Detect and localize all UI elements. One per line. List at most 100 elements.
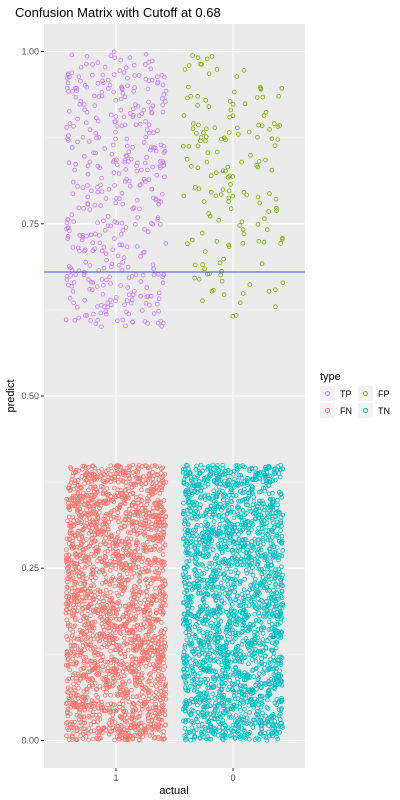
point-tn	[183, 717, 189, 723]
point-fn	[144, 580, 150, 586]
point-fn	[129, 574, 135, 580]
point-tn	[210, 585, 216, 590]
point-fn	[153, 557, 159, 562]
point-fn	[86, 737, 91, 743]
point-fn	[79, 637, 84, 643]
point-tn	[264, 532, 270, 537]
point-tn	[230, 550, 236, 555]
point-fn	[137, 737, 142, 742]
point-fn	[135, 715, 140, 720]
point-fn	[65, 579, 70, 585]
point-fn	[101, 498, 107, 504]
point-fn	[142, 530, 148, 536]
point-fn	[102, 472, 107, 478]
point-fn	[131, 656, 136, 661]
point-fn	[78, 667, 84, 672]
point-fn	[145, 687, 151, 693]
point-fn	[75, 509, 80, 515]
point-fn	[91, 539, 96, 545]
point-fn	[109, 578, 114, 584]
point-fn	[134, 604, 139, 610]
point-fn	[154, 565, 160, 571]
point-fn	[78, 649, 84, 654]
point-fn	[70, 672, 76, 678]
point-fn	[122, 640, 127, 645]
point-fn	[108, 463, 113, 469]
point-fn	[154, 725, 159, 730]
point-fn	[63, 601, 69, 607]
point-fn	[105, 665, 111, 670]
point-fn	[74, 678, 79, 684]
point-fn	[139, 682, 145, 688]
point-fn	[136, 462, 142, 468]
point-tn	[222, 571, 227, 576]
point-fn	[121, 665, 127, 671]
point-fn	[163, 513, 169, 519]
point-fn	[78, 652, 83, 658]
point-fn	[71, 681, 76, 687]
point-tn	[275, 596, 281, 602]
point-fn	[145, 514, 151, 520]
point-tn	[220, 488, 225, 494]
point-tn	[264, 705, 270, 710]
point-fn	[108, 708, 113, 714]
point-fn	[128, 536, 134, 542]
point-fn	[160, 568, 166, 573]
point-fn	[149, 717, 154, 723]
point-fn	[81, 672, 87, 677]
point-fn	[154, 505, 160, 510]
point-fn	[80, 574, 85, 580]
point-fn	[114, 463, 119, 469]
point-fn	[163, 722, 168, 727]
point-fn	[112, 635, 117, 641]
point-fn	[156, 736, 161, 741]
point-fn	[158, 630, 163, 635]
point-fn	[146, 473, 152, 479]
point-fn	[118, 684, 124, 689]
point-fn	[122, 603, 128, 609]
point-tn	[277, 474, 283, 480]
point-fn	[146, 696, 152, 702]
point-fn	[159, 717, 165, 723]
point-fn	[120, 470, 126, 476]
point-fn	[111, 549, 116, 554]
point-fn	[115, 479, 121, 485]
point-fn	[74, 636, 80, 642]
point-fn	[147, 475, 153, 481]
point-fn	[75, 588, 81, 593]
point-fn	[89, 497, 94, 503]
point-fn	[160, 652, 166, 658]
point-fn	[153, 702, 159, 707]
point-fn	[126, 514, 132, 520]
point-tn	[240, 507, 246, 513]
point-fn	[137, 710, 143, 716]
point-fn	[148, 527, 154, 533]
point-fn	[128, 601, 134, 607]
point-fn	[129, 481, 134, 487]
point-fn	[110, 541, 116, 546]
point-fn	[67, 574, 72, 579]
point-fn	[94, 603, 100, 609]
point-fn	[108, 534, 113, 539]
point-fn	[82, 498, 88, 504]
point-fn	[114, 658, 119, 663]
point-fn	[143, 521, 149, 527]
point-fn	[70, 541, 76, 547]
point-fn	[135, 540, 140, 545]
point-fn	[115, 734, 120, 739]
point-fn	[130, 713, 135, 718]
point-tn	[182, 643, 188, 648]
point-fn	[75, 489, 81, 495]
point-fn	[133, 494, 139, 500]
point-fn	[122, 654, 128, 659]
point-fn	[137, 730, 142, 736]
point-fn	[142, 726, 148, 731]
point-fn	[132, 481, 137, 487]
point-fn	[159, 637, 165, 642]
point-fn	[155, 639, 161, 645]
point-fn	[114, 636, 119, 641]
point-fn	[137, 578, 143, 584]
point-fn	[96, 547, 101, 552]
point-fn	[77, 513, 82, 518]
point-fn	[132, 677, 138, 683]
